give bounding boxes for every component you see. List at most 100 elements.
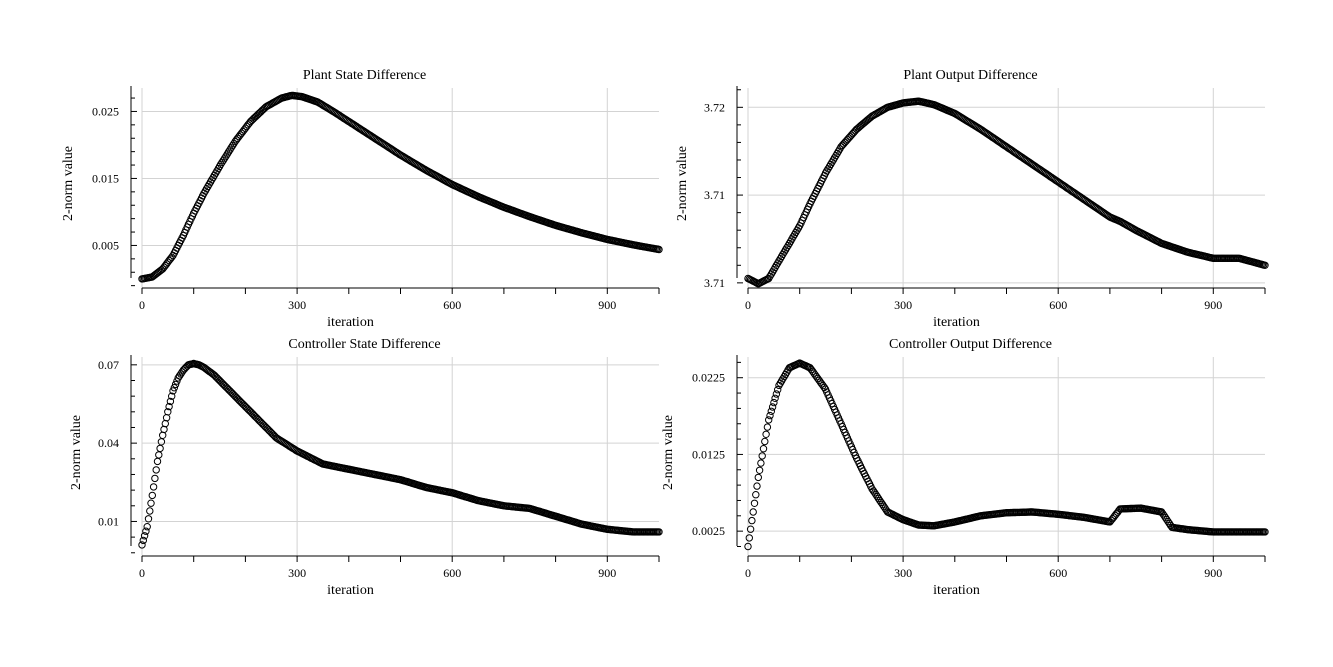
data-point: [752, 491, 760, 499]
x-tick-label: 600: [443, 298, 461, 312]
y-tick-label: 0.015: [92, 171, 119, 185]
data-point: [236, 397, 244, 406]
data-point: [243, 404, 251, 412]
data-point: [253, 111, 261, 120]
chart-title: Plant Output Difference: [903, 68, 1037, 83]
x-tick-label: 0: [139, 566, 145, 580]
data-point: [213, 374, 221, 382]
y-tick-label: 3.72: [704, 100, 725, 114]
data-point: [226, 387, 234, 395]
chart-title: Plant State Difference: [303, 68, 426, 83]
data-point: [146, 507, 154, 515]
data-point: [248, 116, 256, 125]
data-point: [257, 108, 265, 116]
data-point: [164, 408, 172, 416]
x-axis-label: iteration: [327, 315, 374, 330]
y-tick-label: 0.01: [98, 514, 119, 528]
data-point: [171, 380, 180, 389]
data-point: [250, 114, 259, 122]
x-tick-label: 600: [443, 566, 461, 580]
data-point: [166, 397, 175, 406]
data-point: [169, 387, 177, 395]
data-point: [744, 542, 752, 551]
data-point: [767, 407, 775, 415]
x-tick-label: 900: [598, 566, 616, 580]
data-point: [1163, 515, 1171, 524]
data-point: [771, 394, 779, 402]
data-point: [876, 496, 884, 505]
data-point: [231, 392, 239, 400]
data-point: [212, 372, 220, 381]
data-point: [246, 408, 255, 416]
data-point: [168, 392, 176, 400]
y-tick-label: 0.0025: [692, 524, 725, 538]
y-tick-label: 0.025: [92, 104, 119, 118]
x-tick-label: 600: [1049, 298, 1067, 312]
data-point: [874, 494, 883, 503]
data-point: [1164, 517, 1172, 526]
data-point: [246, 117, 255, 126]
data-point: [140, 532, 149, 540]
data-point: [873, 492, 881, 501]
data-point: [244, 405, 252, 413]
data-point: [1159, 510, 1167, 518]
data-point: [223, 384, 232, 392]
data-point: [227, 144, 235, 152]
data-point: [151, 474, 159, 483]
data-point: [770, 398, 778, 407]
data-point: [259, 421, 268, 429]
x-tick-label: 900: [1204, 298, 1222, 312]
x-axis-label: iteration: [933, 315, 980, 330]
data-point: [768, 403, 777, 411]
data-point: [868, 485, 876, 493]
data-point: [250, 412, 259, 420]
data-point: [217, 378, 225, 386]
data-series: [744, 97, 1269, 288]
y-tick-label: 0.005: [92, 238, 119, 252]
data-point: [232, 393, 241, 402]
data-point: [240, 401, 248, 409]
data-point: [766, 411, 774, 420]
data-point: [750, 499, 759, 507]
data-point: [772, 390, 781, 398]
data-point: [237, 399, 246, 407]
y-tick-label: 0.0125: [692, 447, 725, 461]
data-point: [143, 523, 151, 531]
y-axis-label: 2-norm value: [661, 415, 676, 490]
x-tick-label: 300: [894, 298, 912, 312]
data-point: [230, 140, 238, 148]
data-point: [138, 541, 146, 549]
data-point: [222, 383, 230, 391]
data-point: [753, 482, 761, 490]
data-point: [252, 112, 260, 121]
x-tick-label: 300: [288, 298, 306, 312]
data-point: [869, 487, 878, 495]
data-point: [148, 491, 157, 500]
data-point: [765, 416, 773, 424]
data-point: [257, 418, 265, 426]
data-point: [266, 427, 274, 436]
data-point: [175, 372, 184, 380]
data-point: [263, 425, 272, 433]
data-point: [754, 473, 762, 482]
data-point: [268, 430, 277, 438]
y-tick-label: 0.0225: [692, 371, 725, 385]
data-point: [221, 154, 229, 162]
data-point: [746, 525, 755, 533]
data-point: [165, 402, 173, 411]
data-point: [245, 406, 254, 415]
data-point: [217, 160, 225, 169]
chart-title: Controller State Difference: [288, 337, 440, 352]
data-point: [1160, 512, 1168, 520]
data-point: [655, 245, 663, 254]
data-point: [774, 386, 782, 394]
data-point: [228, 142, 237, 150]
x-tick-label: 0: [139, 298, 145, 312]
data-point: [1261, 528, 1269, 536]
chart-title: Controller Output Difference: [889, 337, 1052, 352]
